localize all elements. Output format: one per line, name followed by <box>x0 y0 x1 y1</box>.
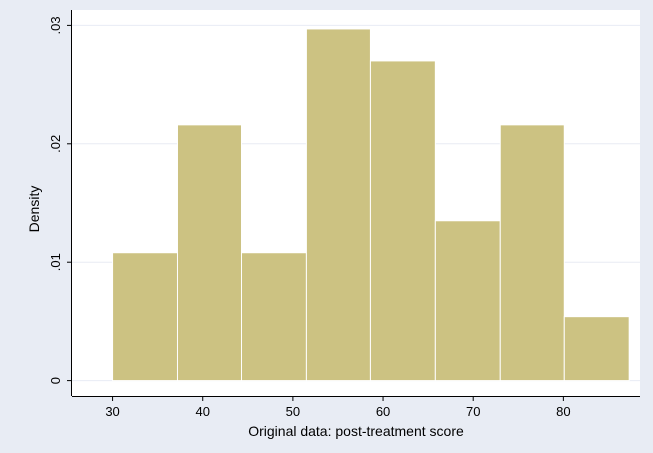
x-tick-label-5: 80 <box>556 404 570 419</box>
x-tick-label-2: 50 <box>286 404 300 419</box>
histogram-bar-1 <box>112 252 178 382</box>
y-tick-label-1: .01 <box>48 253 63 271</box>
x-tick-label-3: 60 <box>376 404 390 419</box>
x-tick-label-4: 70 <box>466 404 480 419</box>
histogram-bar-2 <box>176 124 242 382</box>
histogram-bar-7 <box>499 124 565 382</box>
histogram-bar-4 <box>305 28 371 382</box>
y-axis: 0 .01 .02 .03 <box>48 10 72 396</box>
x-tick-label-1: 40 <box>195 404 209 419</box>
y-axis-title: Density <box>26 186 42 233</box>
histogram-bar-3 <box>240 252 307 382</box>
x-axis-title: Original data: post-treatment score <box>248 423 464 439</box>
histogram-bar-6 <box>434 220 501 382</box>
bars <box>112 28 630 382</box>
x-tick-label-0: 30 <box>105 404 119 419</box>
y-tick-label-0: 0 <box>48 377 63 384</box>
y-tick-label-2: .02 <box>48 135 63 153</box>
y-tick-label-3: .03 <box>48 16 63 34</box>
histogram-bar-5 <box>369 60 436 382</box>
histogram-bar-8 <box>563 316 630 382</box>
x-axis: 30 40 50 60 70 80 <box>72 396 640 419</box>
